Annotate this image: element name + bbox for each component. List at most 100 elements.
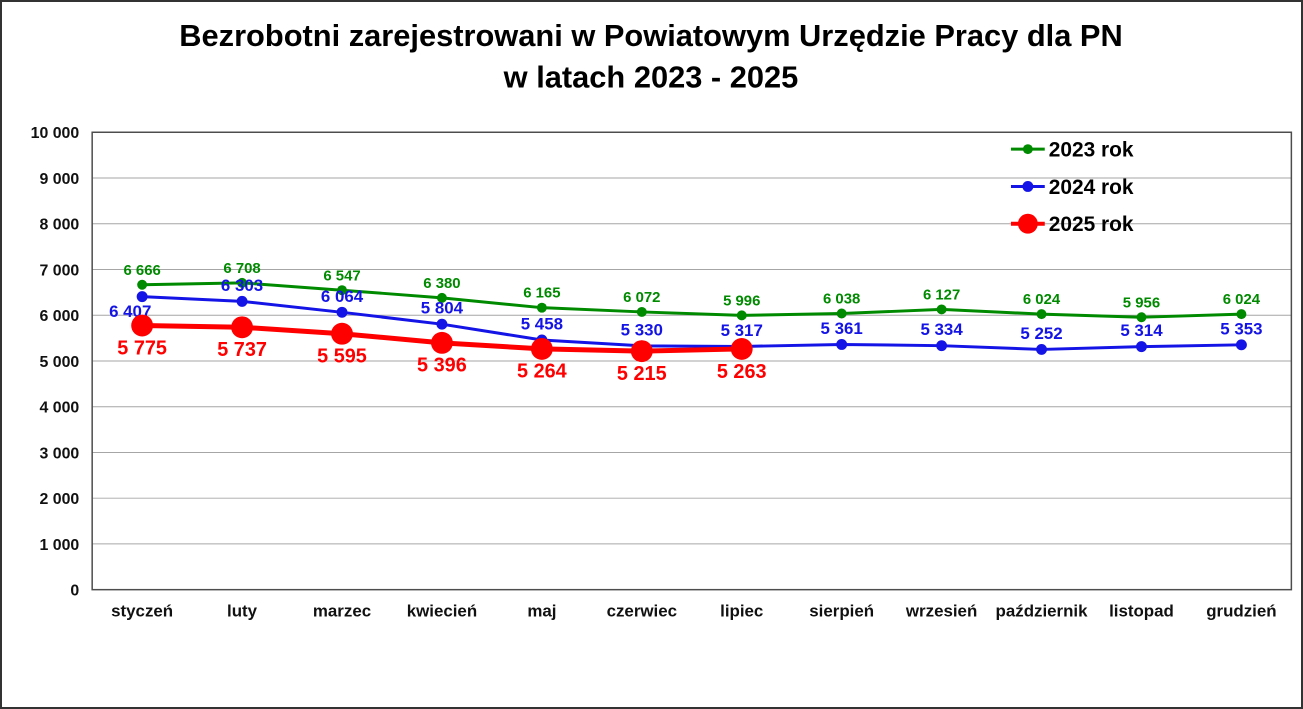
data-point-marker: [1036, 343, 1048, 355]
data-point-marker: [1235, 339, 1247, 351]
data-point-label: 6 165: [523, 286, 560, 302]
plot-area: 0 1 000 2 000 3 000 4 000 5 000 6 000 7 000 8 00…: [31, 125, 1293, 621]
data-point-marker: [936, 304, 947, 315]
data-point-label: 6 547: [323, 268, 360, 284]
y-axis-tick-label: 7 000: [39, 262, 79, 279]
legend-swatch-marker: [1017, 213, 1038, 234]
data-point-marker: [636, 306, 647, 317]
legend-swatch-marker: [1022, 180, 1034, 192]
data-point-label: 6 127: [923, 287, 960, 303]
data-point-marker: [1236, 309, 1247, 320]
data-point-marker: [936, 340, 948, 352]
data-point-label: 5 264: [517, 361, 567, 383]
data-point-marker: [1136, 341, 1147, 353]
y-axis-tick-label: 5 000: [39, 354, 79, 371]
chart-title-line2: w latach 2023 - 2025: [503, 60, 799, 95]
data-point-label: 5 263: [717, 361, 767, 383]
data-point-label: 6 064: [321, 287, 364, 306]
x-axis-category-label: czerwiec: [607, 602, 677, 621]
data-point-label: 5 804: [421, 299, 464, 318]
legend-swatch-marker: [1022, 144, 1033, 155]
x-axis-category-label: marzec: [313, 602, 371, 621]
data-point-marker: [137, 279, 148, 290]
data-point-label: 5 314: [1120, 321, 1163, 340]
data-point-marker: [1036, 309, 1047, 320]
data-point-marker: [231, 316, 254, 339]
legend-label: 2025 rok: [1049, 213, 1134, 236]
data-point-marker: [331, 322, 353, 345]
data-point-marker: [336, 306, 348, 318]
data-point-marker: [536, 302, 547, 313]
data-point-label: 6 666: [123, 263, 160, 279]
legend-entry: 2025 rok: [1010, 213, 1134, 236]
data-point-label: 5 317: [721, 321, 763, 340]
y-axis-tick-label: 1 000: [39, 537, 79, 554]
series-line-2023-rok: [140, 281, 1243, 319]
data-point-label: 5 334: [920, 320, 963, 339]
y-axis-tick-label: 4 000: [39, 400, 79, 417]
x-axis-category-label: sierpień: [809, 602, 874, 621]
data-point-label: 6 708: [223, 261, 260, 277]
data-point-label: 6 072: [623, 290, 660, 306]
legend-entry: 2024 rok: [1010, 176, 1134, 199]
x-axis-category-label: lipiec: [720, 602, 763, 621]
x-axis-category-label: luty: [227, 602, 258, 621]
data-point-label: 5 956: [1123, 295, 1160, 311]
legend-label: 2024 rok: [1049, 176, 1134, 199]
data-point-marker: [836, 338, 848, 350]
data-point-marker: [436, 292, 447, 303]
y-axis-tick-label: 6 000: [39, 308, 79, 325]
series-line-2024-rok: [140, 295, 1243, 351]
data-point-label: 5 775: [117, 337, 167, 359]
data-point-marker: [1136, 312, 1147, 323]
data-point-marker: [630, 340, 653, 363]
data-point-label: 5 361: [821, 319, 863, 338]
y-axis-tick-label: 3 000: [39, 445, 79, 462]
legend-entry: 2023 rok: [1010, 139, 1134, 162]
data-point-label: 6 024: [1023, 292, 1061, 308]
x-axis-category-label: maj: [527, 602, 556, 621]
legend-label: 2023 rok: [1049, 139, 1134, 162]
data-point-marker: [730, 337, 753, 360]
data-point-label: 5 215: [617, 363, 667, 385]
x-axis-category-label: styczeń: [111, 602, 173, 621]
data-point-label: 5 353: [1220, 319, 1262, 338]
data-point-label: 5 595: [317, 346, 367, 368]
x-axis-category-label: grudzień: [1206, 602, 1276, 621]
data-point-label: 5 458: [521, 315, 563, 334]
x-axis-category-label: październik: [996, 602, 1089, 621]
data-point-marker: [436, 318, 448, 330]
y-axis-tick-label: 2 000: [39, 491, 79, 508]
data-point-label: 6 303: [221, 276, 263, 295]
data-point-marker: [836, 308, 847, 319]
series-layer: 6 666 6 708 6 547 6 380 6 165 6 072 5 996 6 038…: [109, 261, 1262, 385]
data-point-marker: [237, 277, 248, 288]
y-axis-tick-label: 9 000: [39, 171, 79, 188]
data-point-label: 5 737: [217, 339, 267, 361]
data-point-label: 6 038: [823, 292, 860, 308]
data-point-label: 5 252: [1020, 324, 1062, 343]
data-point-marker: [136, 291, 148, 303]
data-point-label: 5 996: [723, 293, 760, 309]
data-point-marker: [236, 295, 248, 307]
y-axis-tick-label: 0: [70, 583, 79, 600]
data-point-marker: [530, 337, 553, 360]
data-point-marker: [431, 331, 453, 354]
legend: 2023 rok 2024 rok 2025 rok: [1010, 139, 1134, 236]
plot-border: [91, 131, 1293, 591]
data-point-label: 5 396: [417, 355, 467, 377]
data-point-marker: [337, 285, 347, 296]
x-axis-category-label: wrzesień: [905, 602, 977, 621]
x-axis-category-label: listopad: [1109, 602, 1174, 621]
data-point-label: 6 380: [423, 276, 460, 292]
y-axis-tick-label: 8 000: [39, 217, 79, 234]
data-point-marker: [736, 310, 747, 321]
data-point-label: 5 330: [621, 320, 663, 339]
data-point-marker: [131, 314, 154, 337]
x-axis-category-label: kwiecień: [407, 602, 477, 621]
y-axis-tick-label: 10 000: [31, 125, 80, 142]
chart-title-line1: Bezrobotni zarejestrowani w Powiatowym U…: [179, 18, 1122, 53]
data-point-label: 6 024: [1223, 292, 1261, 308]
